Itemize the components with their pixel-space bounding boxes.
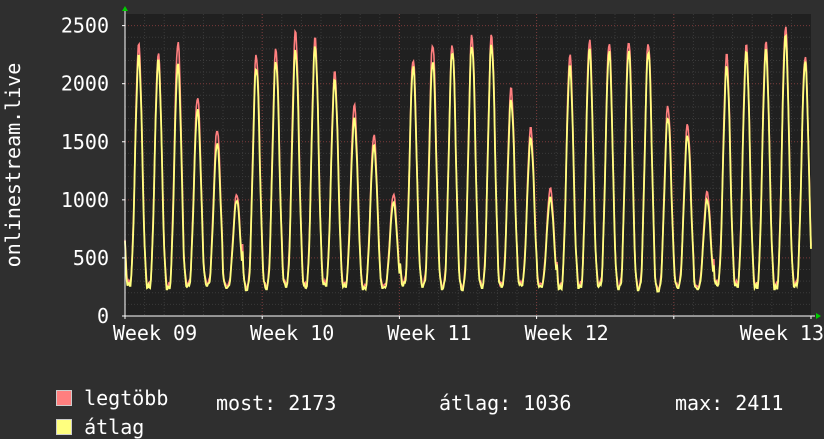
legend-avg-label: átlag bbox=[84, 415, 145, 439]
legend-avg: átlag bbox=[32, 391, 144, 439]
y-tick-label: 0 bbox=[97, 304, 109, 328]
y-tick-label: 2500 bbox=[61, 14, 109, 38]
legend-max: legtöbb bbox=[32, 362, 168, 410]
x-tick-label: Week 11 bbox=[387, 321, 471, 345]
y-tick-label: 1000 bbox=[61, 188, 109, 212]
y-tick-label: 2000 bbox=[61, 72, 109, 96]
stat-current: most: 2173 bbox=[216, 391, 337, 415]
legend-max-swatch bbox=[56, 390, 73, 406]
series-line-avg bbox=[124, 33, 812, 293]
x-tick-label: Week 10 bbox=[250, 321, 334, 345]
legend-avg-swatch bbox=[56, 419, 73, 435]
legend-max-label: legtöbb bbox=[84, 386, 169, 410]
y-axis-arrow bbox=[122, 6, 128, 11]
axes bbox=[122, 6, 821, 319]
series-lines bbox=[124, 26, 812, 293]
y-axis-label: onlinestream.live bbox=[1, 63, 25, 268]
x-tick-label: Week 09 bbox=[113, 321, 197, 345]
x-tick-label: Week 13 bbox=[740, 321, 824, 345]
x-tick-label: Week 12 bbox=[524, 321, 608, 345]
stat-maximum: max: 2411 bbox=[675, 391, 784, 415]
stat-average: átlag: 1036 bbox=[439, 391, 572, 415]
x-tick-labels: Week 09 Week 10 Week 11 Week 12 Week 13 bbox=[113, 321, 824, 345]
y-tick-label: 500 bbox=[73, 246, 109, 270]
x-axis-arrow bbox=[816, 313, 821, 319]
y-tick-labels: 0 500 1000 1500 2000 2500 bbox=[61, 14, 109, 328]
y-tick-label: 1500 bbox=[61, 130, 109, 154]
